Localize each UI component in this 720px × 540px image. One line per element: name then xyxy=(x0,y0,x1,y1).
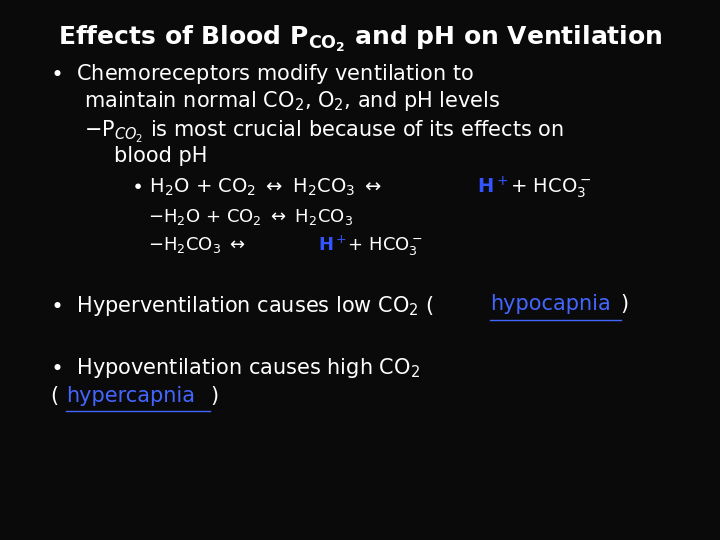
Text: $\bullet$  Hyperventilation causes low CO$_2$ (: $\bullet$ Hyperventilation causes low CO… xyxy=(50,294,434,318)
Text: + HCO$_3^-$: + HCO$_3^-$ xyxy=(504,177,591,200)
Text: hypercapnia: hypercapnia xyxy=(66,386,194,406)
Text: maintain normal CO$_2$, O$_2$, and pH levels: maintain normal CO$_2$, O$_2$, and pH le… xyxy=(84,89,500,113)
Text: $-$H$_2$O + CO$_2$ $\leftrightarrow$ H$_2$CO$_3$: $-$H$_2$O + CO$_2$ $\leftrightarrow$ H$_… xyxy=(148,207,353,227)
Text: (: ( xyxy=(50,386,58,406)
Text: ): ) xyxy=(621,294,629,314)
Text: H$^+$: H$^+$ xyxy=(318,235,346,254)
Text: $-$H$_2$CO$_3$ $\leftrightarrow$: $-$H$_2$CO$_3$ $\leftrightarrow$ xyxy=(148,235,251,255)
Text: blood pH: blood pH xyxy=(114,146,207,166)
Text: hypocapnia: hypocapnia xyxy=(490,294,611,314)
Text: $-$P$_{CO_2}$ is most crucial because of its effects on: $-$P$_{CO_2}$ is most crucial because of… xyxy=(84,119,564,145)
Text: Effects of Blood P$_{\mathbf{CO_2}}$ and pH on Ventilation: Effects of Blood P$_{\mathbf{CO_2}}$ and… xyxy=(58,24,662,55)
Text: $\bullet$ H$_2$O + CO$_2$ $\leftrightarrow$ H$_2$CO$_3$ $\leftrightarrow$: $\bullet$ H$_2$O + CO$_2$ $\leftrightarr… xyxy=(131,177,387,198)
Text: ): ) xyxy=(210,386,219,406)
Text: $\bullet$  Chemoreceptors modify ventilation to: $\bullet$ Chemoreceptors modify ventilat… xyxy=(50,62,474,86)
Text: H$^+$: H$^+$ xyxy=(477,177,508,198)
Text: $\bullet$  Hypoventilation causes high CO$_2$: $\bullet$ Hypoventilation causes high CO… xyxy=(50,356,420,380)
Text: + HCO$_3^-$: + HCO$_3^-$ xyxy=(342,235,423,257)
